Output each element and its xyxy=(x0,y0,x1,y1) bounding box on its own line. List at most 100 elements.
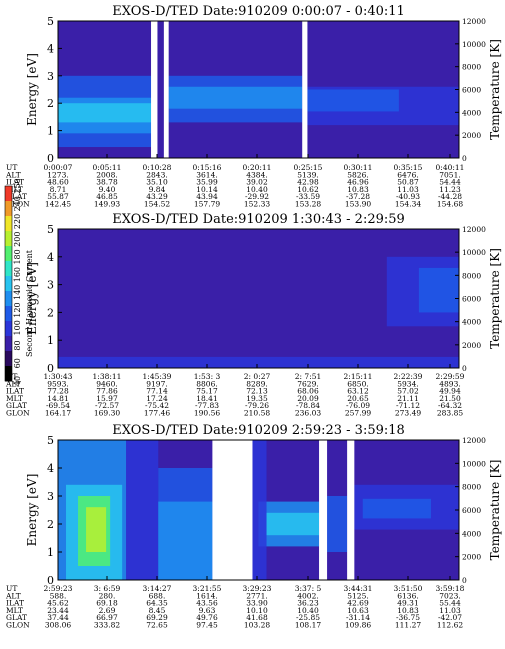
time-row-value: 2:59:23 xyxy=(44,584,73,593)
time-row-value: 7629. xyxy=(297,379,318,388)
time-row-value: 10.10 xyxy=(246,606,268,615)
time-row-value: 11.23 xyxy=(439,185,461,194)
time-row-value: 72.13 xyxy=(246,387,268,396)
colorbar-frame xyxy=(4,185,13,382)
time-row-value: 3614. xyxy=(196,170,217,179)
time-row-value: 257.99 xyxy=(345,409,371,418)
time-row-value: 109.86 xyxy=(345,621,371,630)
time-row-value: 57.02 xyxy=(397,387,419,396)
time-row-value: 43.56 xyxy=(196,599,218,608)
y2-tick-label: 2000 xyxy=(462,131,481,140)
intensity-band xyxy=(58,356,459,368)
time-row-value: 4002. xyxy=(297,591,318,600)
time-row-value: 154.52 xyxy=(144,200,170,209)
time-row-value: 10.83 xyxy=(397,606,419,615)
y-tick-label: 3 xyxy=(47,279,54,292)
time-row-value: 49.31 xyxy=(397,599,418,608)
time-row-value: -72.57 xyxy=(95,401,119,410)
time-row-value: 1:45:39 xyxy=(143,372,172,381)
time-row-value: 50.87 xyxy=(397,178,419,187)
time-row-value: 2:15:11 xyxy=(344,372,373,381)
time-row-value: 3:44:31 xyxy=(344,584,373,593)
time-row-value: -69.54 xyxy=(46,401,70,410)
time-row-label: GLON xyxy=(6,409,30,418)
time-row-value: 0:00:07 xyxy=(44,163,73,172)
y-tick-label: 0 xyxy=(47,362,54,375)
time-row-value: 38.78 xyxy=(96,178,118,187)
time-row-value: 3:29:23 xyxy=(243,584,272,593)
time-row-value: 164.17 xyxy=(45,409,71,418)
y-tick-label: 4 xyxy=(47,42,54,55)
time-row-value: 169.30 xyxy=(94,409,120,418)
time-row-value: 15.97 xyxy=(96,394,118,403)
y-tick-label: 3 xyxy=(47,490,54,503)
time-row-value: 10.40 xyxy=(246,185,268,194)
colorbar-segment xyxy=(5,261,12,277)
time-row-value: 9.63 xyxy=(199,606,216,615)
time-row-value: 9.84 xyxy=(149,185,166,194)
time-row-value: 55.44 xyxy=(439,599,461,608)
y-tick-label: 2 xyxy=(47,306,54,319)
y-axis-label: Energy [eV] xyxy=(25,474,39,547)
colorbar-segment xyxy=(5,321,12,337)
time-row-value: 111.27 xyxy=(395,621,421,630)
time-row-value: 153.28 xyxy=(295,200,321,209)
colorbar-tick-label: 250 xyxy=(13,178,22,193)
time-row-value: 11.03 xyxy=(439,606,461,615)
time-row-value: 10.14 xyxy=(196,185,218,194)
time-row-value: 23.44 xyxy=(47,606,69,615)
time-row-value: 190.56 xyxy=(194,409,220,418)
time-row-value: 152.33 xyxy=(244,200,270,209)
time-row-value: 68.06 xyxy=(297,387,319,396)
time-row-label: GLON xyxy=(6,621,30,630)
intensity-band xyxy=(362,498,431,519)
time-row-value: 5934. xyxy=(397,379,418,388)
intensity-band xyxy=(86,507,107,552)
time-row-value: 112.62 xyxy=(437,621,463,630)
time-row-value: 33.90 xyxy=(246,599,268,608)
time-row-value: 0:30:11 xyxy=(344,163,373,172)
y-tick-label: 0 xyxy=(47,152,54,165)
data-gap xyxy=(302,21,308,158)
time-row-value: -71.12 xyxy=(396,401,420,410)
panel-3: EXOS-D/TED Date:910209 2:59:23 - 3:59:18… xyxy=(5,423,502,630)
y2-tick-label: 2000 xyxy=(462,553,481,562)
time-row-label: MLT xyxy=(6,394,23,403)
time-row-value: 154.68 xyxy=(437,200,463,209)
y2-tick-label: 0 xyxy=(462,576,467,585)
time-row-value: 333.82 xyxy=(94,621,120,630)
time-row-value: 588. xyxy=(50,591,67,600)
time-row-value: -25.85 xyxy=(296,613,320,622)
time-row-value: 3:21:55 xyxy=(193,584,222,593)
y2-tick-label: 10000 xyxy=(462,40,486,49)
y-tick-label: 0 xyxy=(47,574,54,587)
time-row-value: 69.29 xyxy=(146,613,168,622)
time-row-value: 2:29:59 xyxy=(436,372,465,381)
time-row-value: 77.86 xyxy=(96,387,118,396)
time-row-value: 108.17 xyxy=(295,621,321,630)
time-row-value: 69.18 xyxy=(96,599,118,608)
y2-tick-label: 4000 xyxy=(462,108,481,117)
time-row-value: 0:35:15 xyxy=(394,163,423,172)
time-row-value: 46.96 xyxy=(347,178,369,187)
time-row-label: ILAT xyxy=(6,387,24,396)
data-gap xyxy=(319,440,328,580)
time-row-value: 1273. xyxy=(47,170,68,179)
time-row-value: 39.02 xyxy=(246,178,268,187)
panel-2: EXOS-D/TED Date:910209 1:30:43 - 2:29:59… xyxy=(5,212,502,418)
time-row-value: 688. xyxy=(149,591,166,600)
time-row-value: 77.28 xyxy=(47,387,69,396)
y2-tick-label: 0 xyxy=(462,364,467,373)
time-row-value: 2771. xyxy=(246,591,267,600)
y-tick-label: 4 xyxy=(47,251,54,264)
time-row-label: GLAT xyxy=(6,613,27,622)
intensity-band xyxy=(126,440,159,580)
time-row-value: 236.03 xyxy=(295,409,321,418)
time-row-value: 49.76 xyxy=(196,613,218,622)
time-row-value: 2843. xyxy=(146,170,167,179)
data-gap xyxy=(151,21,158,158)
time-row-label: GLAT xyxy=(6,401,27,410)
time-row-value: 9.40 xyxy=(99,185,116,194)
y-tick-label: 1 xyxy=(47,334,54,347)
time-row-value: 55.87 xyxy=(47,192,69,201)
